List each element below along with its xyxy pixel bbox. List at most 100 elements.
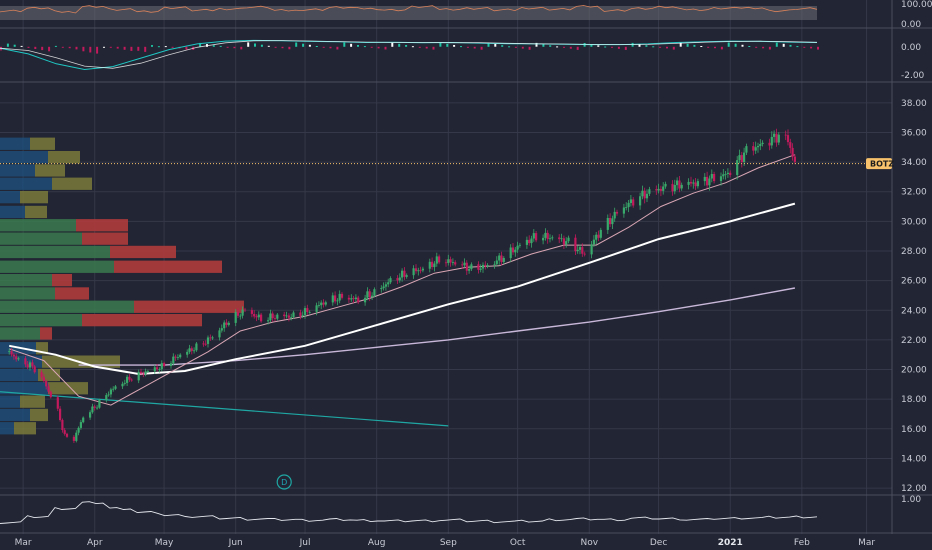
y-tick-label: 38.00 — [901, 99, 927, 109]
candle-body — [530, 238, 533, 244]
macd-histogram-bar — [27, 46, 30, 48]
candle-body — [24, 358, 27, 365]
candle-body — [186, 351, 189, 355]
event-marker-circle[interactable] — [276, 474, 292, 490]
candle-body — [419, 270, 422, 272]
macd-histogram-bar — [810, 46, 813, 49]
candle-body — [15, 356, 18, 360]
macd-histogram-bar — [782, 43, 785, 47]
candle-body — [350, 298, 353, 300]
macd-tick-label: -2.00 — [901, 71, 925, 81]
candle-body — [676, 180, 679, 186]
macd-histogram-bar — [466, 46, 469, 48]
macd-histogram-bar — [267, 45, 270, 47]
candle-body — [662, 186, 665, 191]
candle-body — [283, 314, 286, 317]
macd-histogram-bar — [556, 46, 559, 48]
macd-histogram-bar — [617, 46, 620, 49]
candle-body — [694, 182, 697, 187]
candle-body — [597, 234, 600, 238]
candle-body — [250, 310, 253, 314]
macd-histogram-bar — [322, 46, 325, 48]
macd-histogram-bar — [185, 46, 188, 50]
candle-body — [592, 239, 595, 245]
macd-histogram-bar — [411, 46, 414, 48]
candle-body — [444, 262, 448, 264]
macd-line — [0, 39, 818, 71]
candle-body — [227, 322, 230, 325]
candle-body — [126, 376, 129, 383]
candle-body — [401, 270, 404, 278]
candle-body — [516, 245, 519, 250]
macd-histogram-bar — [803, 46, 806, 48]
candle-body — [63, 430, 66, 434]
candle-body — [179, 354, 182, 358]
volume-profile-up — [0, 164, 35, 177]
candle-body — [609, 218, 612, 225]
candle-body — [558, 237, 561, 240]
candle-body — [107, 394, 110, 396]
event-marker[interactable]: D — [276, 474, 292, 490]
macd-histogram-bar — [233, 46, 236, 49]
candle-body — [255, 316, 258, 318]
candle-body — [239, 315, 242, 317]
candle-body — [451, 262, 454, 263]
candle-body — [745, 146, 748, 153]
candle-body — [627, 202, 630, 208]
macd-histogram-bar — [549, 45, 552, 47]
x-tick-label: Feb — [794, 538, 810, 548]
volume-profile-down — [110, 245, 176, 259]
candle-body — [535, 233, 538, 241]
volume-profile-up — [0, 219, 76, 232]
macd-histogram-bar — [13, 44, 16, 47]
macd-histogram-bar — [48, 46, 51, 52]
candle-body — [696, 181, 699, 187]
candle-body — [740, 155, 743, 162]
macd-histogram-bar — [432, 46, 435, 50]
candle-body — [511, 247, 515, 253]
candle-body — [786, 135, 790, 143]
candle-body — [481, 264, 485, 269]
y-tick-label: 30.00 — [901, 217, 927, 227]
candle-body — [109, 389, 112, 395]
volume-profile-up — [0, 287, 55, 300]
candle-body — [299, 312, 302, 316]
candle-body — [292, 312, 295, 317]
candle-body — [26, 364, 29, 368]
candle-body — [163, 363, 166, 366]
candle-body — [273, 318, 277, 319]
macd-histogram-bar — [789, 44, 792, 47]
candle-body — [706, 176, 709, 186]
macd-histogram-bar — [487, 42, 490, 47]
macd-histogram-bar — [288, 46, 291, 50]
macd-histogram-bar — [96, 46, 99, 54]
candle-body — [659, 188, 662, 191]
macd-histogram-bar — [638, 44, 641, 47]
signal-line — [0, 40, 818, 69]
candle-body — [680, 184, 683, 189]
volume-profile-down — [20, 191, 48, 204]
macd-histogram-bar — [576, 46, 579, 50]
volume-profile — [0, 137, 244, 435]
candle-body — [301, 315, 304, 316]
candle-body — [128, 376, 131, 380]
volume-profile-down — [25, 205, 47, 219]
candle-body — [687, 181, 690, 185]
candle-body — [470, 264, 473, 270]
candle-body — [195, 343, 198, 351]
volume-profile-up — [0, 177, 52, 190]
volume-profile-up — [0, 300, 134, 313]
macd-histogram-bar — [686, 43, 689, 47]
event-marker-label[interactable]: D — [281, 478, 287, 487]
macd-histogram-bar — [775, 42, 778, 47]
candle-body — [144, 371, 147, 374]
candle-body — [431, 261, 434, 267]
candle-body — [759, 144, 762, 146]
candle-body — [241, 309, 244, 316]
candle-body — [502, 258, 505, 262]
x-tick-label: Dec — [650, 538, 667, 548]
candle-body — [768, 142, 771, 146]
macd-histogram-bar — [151, 45, 153, 47]
